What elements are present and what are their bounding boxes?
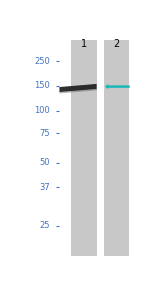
Text: 250: 250 (34, 57, 50, 66)
Text: 50: 50 (40, 158, 50, 167)
Text: 25: 25 (40, 221, 50, 230)
Text: 75: 75 (39, 129, 50, 138)
Text: 100: 100 (34, 106, 50, 115)
Bar (104, 40, 129, 256)
Text: 37: 37 (39, 183, 50, 192)
Text: 150: 150 (34, 81, 50, 91)
Text: 2: 2 (113, 39, 120, 49)
Polygon shape (59, 88, 97, 93)
Text: 1: 1 (81, 39, 87, 49)
Polygon shape (59, 84, 97, 92)
Bar (71, 40, 97, 256)
